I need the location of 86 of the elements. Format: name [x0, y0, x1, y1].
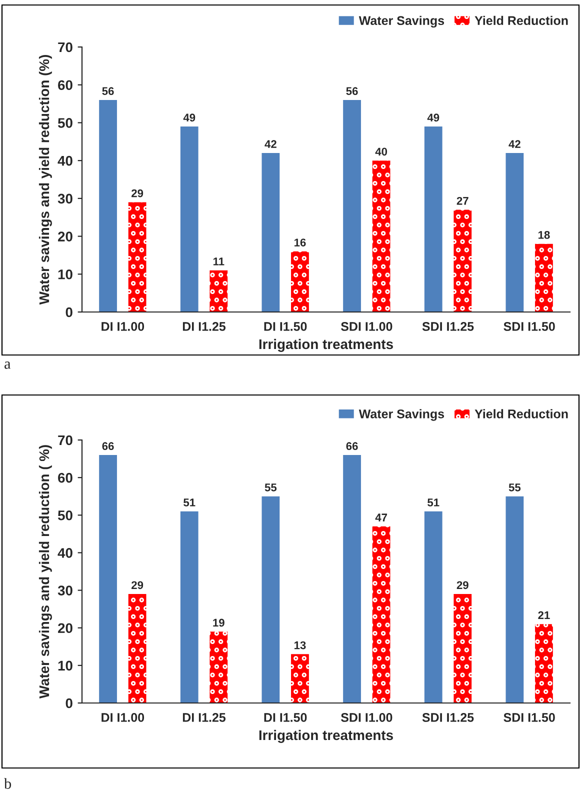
y-axis-title: Water savings and yield reduction ( %) — [38, 445, 52, 699]
bar — [424, 126, 442, 312]
data-label: 13 — [294, 641, 306, 650]
y-tick-label: 30 — [58, 194, 72, 204]
bar — [291, 654, 309, 703]
data-label: 42 — [508, 140, 520, 148]
bar — [506, 496, 524, 703]
data-label: 16 — [294, 238, 306, 246]
x-tick-label: SDI I1.00 — [340, 322, 392, 331]
legend-label: Yield Reduction — [474, 16, 568, 26]
bar — [535, 244, 553, 312]
legend-label: Water Savings — [358, 16, 444, 28]
data-label: 40 — [375, 148, 388, 156]
x-tick-label: DI I1.25 — [182, 713, 226, 722]
bar — [128, 594, 146, 703]
bar — [262, 153, 280, 312]
y-tick-label: 0 — [66, 698, 72, 708]
x-tick-label: DI I1.50 — [264, 713, 307, 722]
x-tick-label: DI I1.00 — [102, 322, 144, 331]
data-label: 29 — [132, 581, 144, 590]
y-tick-label: 10 — [58, 269, 72, 280]
data-label: 49 — [427, 114, 440, 122]
bar — [372, 160, 390, 312]
text: a — [4, 362, 11, 369]
data-label: 19 — [213, 618, 224, 627]
data-label: 66 — [102, 442, 114, 450]
x-axis-title: Irrigation treatments — [259, 730, 393, 743]
bar — [180, 126, 198, 312]
bar — [291, 251, 309, 312]
bar — [99, 455, 117, 703]
y-tick-label: 10 — [58, 660, 72, 671]
y-tick-label: 0 — [66, 307, 72, 318]
data-label: 11 — [213, 258, 224, 266]
data-label: 56 — [346, 87, 358, 96]
bar — [262, 496, 280, 703]
y-tick-label: 40 — [58, 548, 72, 558]
bar — [535, 624, 553, 703]
legend-label: Yield Reduction — [474, 409, 568, 418]
bar — [454, 210, 472, 312]
bar — [128, 202, 146, 312]
data-label: 27 — [456, 196, 468, 205]
data-label: 66 — [346, 442, 358, 450]
bar — [343, 455, 361, 703]
data-label: 29 — [132, 189, 144, 198]
x-tick-label: SDI I1.50 — [504, 713, 555, 722]
data-label: 56 — [102, 87, 114, 96]
data-label: 51 — [428, 498, 440, 506]
x-tick-label: DI I1.50 — [264, 322, 307, 331]
bar — [454, 594, 472, 703]
y-tick-label: 20 — [58, 623, 72, 634]
y-tick-label: 70 — [58, 42, 72, 52]
x-tick-label: DI I1.25 — [182, 322, 226, 331]
bar — [99, 100, 117, 312]
y-tick-label: 60 — [58, 472, 72, 483]
bar — [424, 511, 442, 703]
data-label: 21 — [538, 611, 550, 620]
text: b — [4, 778, 12, 789]
data-label: 49 — [183, 114, 196, 122]
y-tick-label: 70 — [58, 435, 72, 446]
bar — [210, 632, 228, 703]
data-label: 18 — [538, 231, 550, 239]
y-tick-label: 50 — [58, 118, 72, 128]
data-label: 42 — [264, 140, 276, 148]
data-label: 55 — [508, 484, 521, 492]
data-label: 51 — [184, 498, 196, 506]
x-tick-label: SDI I1.00 — [340, 713, 392, 722]
bar — [180, 511, 198, 703]
y-tick-label: 60 — [58, 80, 72, 90]
bar — [506, 153, 524, 312]
data-label: 55 — [264, 484, 277, 492]
y-tick-label: 20 — [58, 232, 72, 242]
data-label: 47 — [375, 514, 387, 522]
x-tick-label: SDI I1.25 — [422, 322, 474, 331]
bar — [372, 526, 390, 703]
data-label: 29 — [456, 581, 468, 590]
x-axis-title: Irrigation treatments — [259, 338, 393, 352]
bar — [210, 270, 228, 312]
x-tick-label: SDI I1.25 — [422, 713, 474, 722]
y-axis-title: Water savings and yield reduction (%) — [38, 55, 52, 305]
x-tick-label: SDI I1.50 — [504, 322, 555, 331]
y-tick-label: 30 — [58, 586, 72, 596]
bar — [343, 100, 361, 312]
y-tick-label: 50 — [58, 510, 72, 520]
y-tick-label: 40 — [58, 156, 72, 166]
legend-label: Water Savings — [358, 409, 444, 421]
x-tick-label: DI I1.00 — [102, 713, 144, 722]
